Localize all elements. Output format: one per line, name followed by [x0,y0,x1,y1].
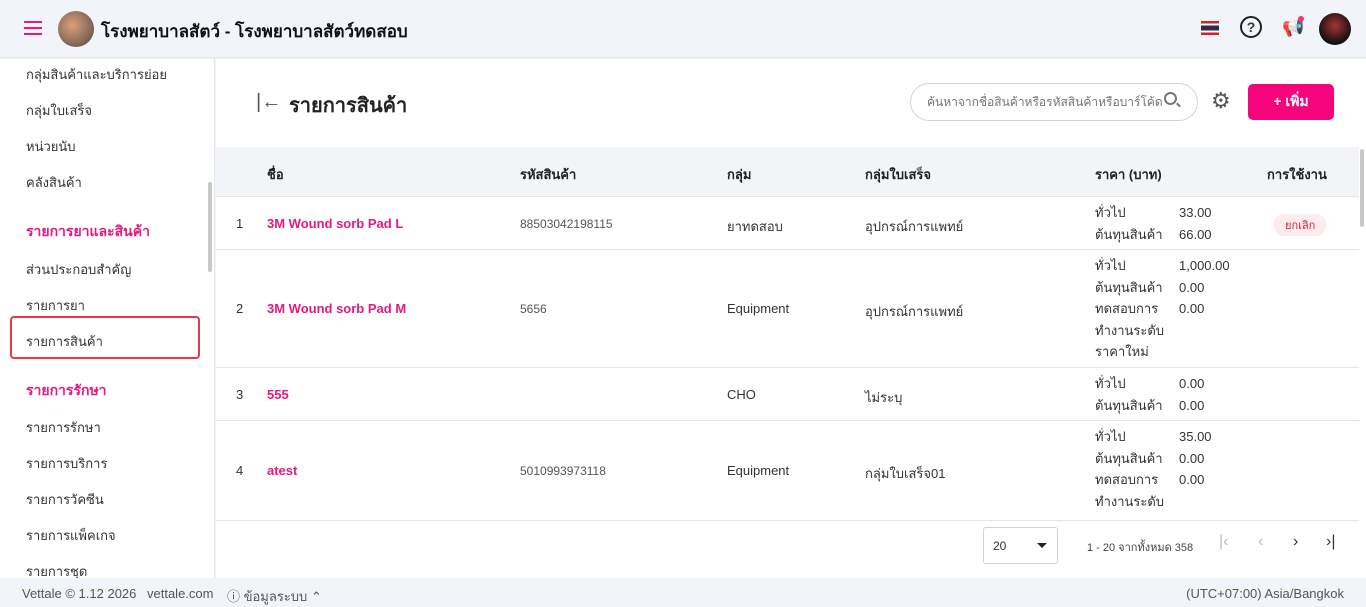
page-title: รายการสินค้า [289,95,408,117]
next-page-icon[interactable]: › [1293,533,1299,550]
sidebar-item[interactable]: ส่วนประกอบสำคัญ [26,262,132,277]
sidebar-item[interactable]: รายการบริการ [26,456,108,471]
search-input[interactable] [910,83,1198,121]
product-group: ยาทดสอบ [727,218,783,234]
receipt-group: ไม่ระบุ [865,389,903,405]
receipt-group: อุปกรณ์การแพทย์ [865,304,964,319]
price-values: 1,000.00 0.00 0.00 [1179,258,1230,316]
add-button[interactable]: + เพิ่ม [1248,84,1334,120]
sidebar-item[interactable]: รายการชุด [26,564,88,578]
sidebar-section-heading: รายการยาและสินค้า [26,223,150,239]
table-row[interactable]: 2 3M Wound sorb Pad M 5656 Equipment อุป… [216,250,1359,368]
clinic-logo [58,11,94,47]
search-icon[interactable] [1164,92,1177,105]
table-scrollbar[interactable] [1359,147,1366,578]
site-link[interactable]: vettale.com [147,586,214,601]
product-code: 88503042198115 [520,216,613,231]
footer: Vettale © 1.12 2026 vettale.com ⓘ ข้อมูล… [0,578,1366,607]
price-labels: ทั่วไป ต้นทุนสินค้า [1095,205,1163,242]
app-title: โรงพยาบาลสัตว์ - โรงพยาบาลสัตว์ทดสอบ [101,22,408,41]
row-index: 2 [236,301,244,316]
pagination-info: 1 - 20 จากทั้งหมด 358 [1087,542,1194,554]
column-header-code[interactable]: รหัสสินค้า [520,167,577,182]
product-name-link[interactable]: 3M Wound sorb Pad L [267,215,404,231]
row-index: 1 [236,215,244,231]
receipt-group: อุปกรณ์การแพทย์ [865,218,964,234]
user-avatar[interactable] [1319,13,1351,45]
price-labels: ทั่วไป ต้นทุนสินค้า ทดสอบการทำงานระดับ [1095,429,1165,509]
row-index: 4 [236,463,244,478]
sidebar-item[interactable]: หน่วยนับ [26,139,76,154]
price-values: 33.00 66.00 [1179,205,1212,242]
column-header-price[interactable]: ราคา (บาท) [1095,167,1162,182]
sidebar-item[interactable]: รายการรักษา [26,420,101,435]
price-labels: ทั่วไป ต้นทุนสินค้า [1095,376,1163,413]
receipt-group: กลุ่มใบเสร็จ01 [865,466,946,481]
sidebar-item-products[interactable]: รายการสินค้า [26,334,103,349]
sidebar-scrollbar[interactable] [208,182,212,272]
product-name-link[interactable]: 555 [267,386,289,402]
column-header-name[interactable]: ชื่อ [267,167,284,182]
gear-icon[interactable]: ⚙ [1211,88,1231,113]
sidebar: กลุ่มสินค้าและบริการย่อย กลุ่มใบเสร็จ หน… [0,59,215,578]
prev-page-icon[interactable]: ‹ [1258,533,1264,550]
sidebar-item[interactable]: กลุ่มสินค้าและบริการย่อย [26,67,167,82]
timezone: (UTC+07:00) Asia/Bangkok [1186,586,1344,601]
table-row[interactable]: 4 atest 5010993973118 Equipment กลุ่มใบเ… [216,421,1359,521]
table-header: ชื่อ รหัสสินค้า กลุ่ม กลุ่มใบเสร็จ ราคา … [216,147,1359,197]
product-code: 5010993973118 [520,464,606,478]
price-values: 0.00 0.00 [1179,376,1205,413]
page-size-select[interactable]: 20 [983,527,1058,564]
thai-flag-icon[interactable] [1201,21,1219,35]
help-icon[interactable]: ? [1240,16,1262,38]
notification-dot [1298,16,1304,22]
column-header-status[interactable]: การใช้งาน [1267,167,1327,182]
sidebar-section-heading: รายการรักษา [26,382,107,398]
copyright: Vettale © 1.12 2026 [22,586,137,601]
product-group: Equipment [727,301,790,316]
first-page-icon[interactable]: |‹ [1219,533,1229,550]
megaphone-icon[interactable]: 📢 [1282,17,1305,37]
product-name-link[interactable]: 3M Wound sorb Pad M [267,301,407,316]
sidebar-item[interactable]: รายการวัคซีน [26,492,104,507]
row-index: 3 [236,386,244,402]
last-page-icon[interactable]: ›| [1326,533,1336,550]
price-values: 35.00 0.00 0.00 [1179,429,1212,487]
product-code: 5656 [520,302,547,316]
status-badge: ยกเลิก [1274,214,1327,236]
price-labels: ทั่วไป ต้นทุนสินค้า ทดสอบการทำงานระดับรา… [1095,258,1165,359]
top-bar: โรงพยาบาลสัตว์ - โรงพยาบาลสัตว์ทดสอบ ? 📢 [0,0,1366,58]
table-row[interactable]: 3 555 CHO ไม่ระบุ ทั่วไป ต้นทุนสินค้า 0.… [216,368,1359,421]
product-group: Equipment [727,463,790,478]
system-info-button[interactable]: ⓘ ข้อมูลระบบ ⌃ [227,589,322,604]
column-header-receipt-group[interactable]: กลุ่มใบเสร็จ [865,167,931,182]
sidebar-item[interactable]: รายการแพ็คเกจ [26,528,116,543]
product-group: CHO [727,386,756,402]
sidebar-item[interactable]: คลังสินค้า [26,175,82,190]
table-row[interactable]: 1 3M Wound sorb Pad L 88503042198115 ยาท… [216,197,1359,250]
collapse-back-icon[interactable]: |← [256,91,282,113]
main-content: |← รายการสินค้า ⚙ + เพิ่ม ชื่อ รหัสสินค้… [216,59,1366,578]
sidebar-item[interactable]: รายการยา [26,298,85,313]
column-header-group[interactable]: กลุ่ม [727,167,752,182]
product-name-link[interactable]: atest [267,463,298,478]
sidebar-item-active-outline [10,316,200,359]
sidebar-item[interactable]: กลุ่มใบเสร็จ [26,103,92,118]
hamburger-menu-icon[interactable] [24,21,42,35]
